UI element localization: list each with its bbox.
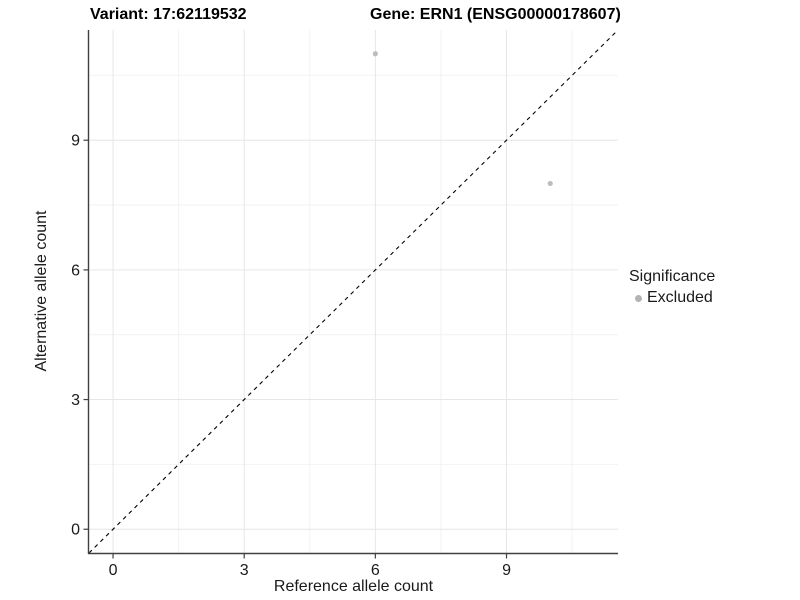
legend-item-label: Excluded [647,289,713,306]
identity-dashed-line [88,29,619,554]
excluded-point-icon [635,294,642,302]
x-tick-label: 6 [371,562,380,579]
y-axis-title: Alternative allele count [33,210,50,372]
legend: Significance Excluded [629,267,715,308]
legend-item-excluded: Excluded [629,288,715,308]
y-tick-label: 9 [71,133,80,150]
x-tick-label: 3 [240,562,249,579]
x-axis-title: Reference allele count [273,578,434,595]
variant-title: Variant: 17:62119532 [90,6,247,23]
legend-title: Significance [629,268,716,285]
x-tick-label: 9 [502,562,511,579]
y-tick-label: 0 [71,522,80,539]
y-tick-label: 6 [71,262,80,279]
gene-title: Gene: ERN1 (ENSG00000178607) [370,6,621,23]
x-tick-label: 0 [109,562,118,579]
data-point-excluded [547,180,553,187]
data-point-excluded [372,51,378,57]
y-tick-label: 3 [71,392,80,409]
